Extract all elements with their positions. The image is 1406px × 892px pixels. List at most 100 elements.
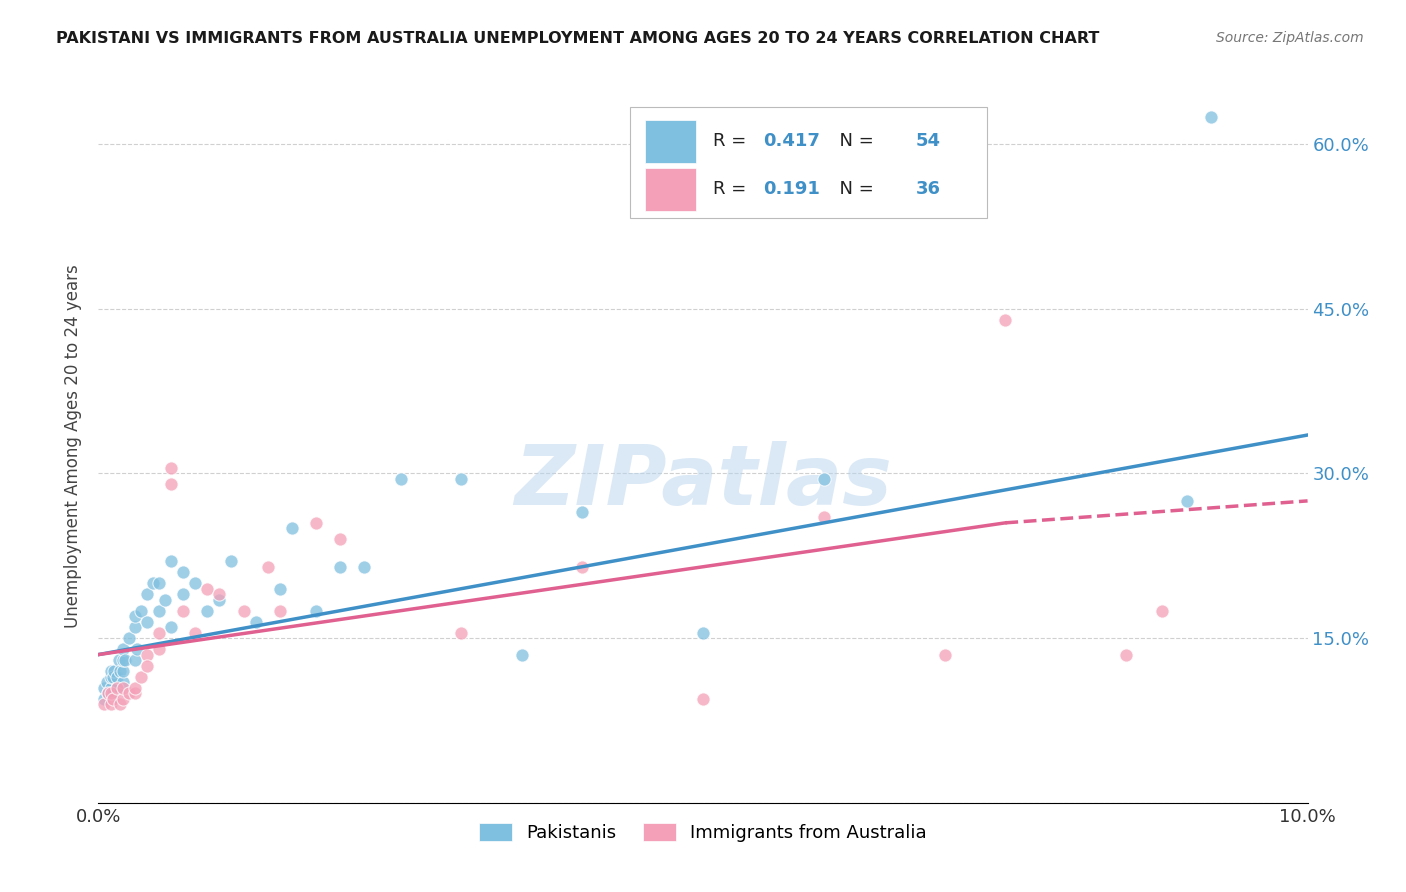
Point <box>129 669 152 683</box>
Text: PAKISTANI VS IMMIGRANTS FROM AUSTRALIA UNEMPLOYMENT AMONG AGES 20 TO 24 YEARS CO: PAKISTANI VS IMMIGRANTS FROM AUSTRALIA U… <box>56 31 1099 46</box>
Point <box>172 604 194 618</box>
Point <box>100 681 122 695</box>
Point <box>101 669 124 683</box>
Point <box>101 686 124 700</box>
Point <box>160 554 183 568</box>
Point <box>100 697 122 711</box>
Point <box>994 312 1017 326</box>
Point <box>103 664 125 678</box>
Point <box>148 625 170 640</box>
Point <box>111 642 134 657</box>
Point <box>105 681 128 695</box>
Point <box>114 653 136 667</box>
Point <box>450 625 472 640</box>
Point <box>232 604 254 618</box>
Point <box>450 472 472 486</box>
Point <box>111 664 134 678</box>
Point <box>135 648 157 662</box>
Point <box>329 533 352 547</box>
Point <box>148 576 170 591</box>
Point <box>353 559 375 574</box>
Text: 0.417: 0.417 <box>763 132 820 150</box>
Text: N =: N = <box>828 180 879 198</box>
Point <box>269 582 291 596</box>
Point <box>148 642 170 657</box>
Point <box>93 691 115 706</box>
Point <box>93 697 115 711</box>
Text: R =: R = <box>713 180 752 198</box>
Legend: Pakistanis, Immigrants from Australia: Pakistanis, Immigrants from Australia <box>474 817 932 847</box>
Bar <box>645 120 696 162</box>
Point <box>96 675 118 690</box>
Point <box>184 576 207 591</box>
Point <box>142 576 165 591</box>
Point <box>172 566 194 580</box>
Point <box>124 609 146 624</box>
Point <box>934 648 956 662</box>
Text: 54: 54 <box>915 132 941 150</box>
Point <box>93 681 115 695</box>
Point <box>160 477 183 491</box>
Text: ZIPatlas: ZIPatlas <box>515 442 891 522</box>
Point <box>692 625 714 640</box>
Point <box>124 686 146 700</box>
Point <box>160 620 183 634</box>
Point <box>195 604 218 618</box>
Point <box>195 582 218 596</box>
Point <box>100 686 122 700</box>
Point <box>208 587 231 601</box>
Point <box>111 681 134 695</box>
Text: R =: R = <box>713 132 752 150</box>
Point <box>172 587 194 601</box>
Point <box>127 642 149 657</box>
Point <box>1115 648 1137 662</box>
Point <box>118 686 141 700</box>
Point <box>111 675 134 690</box>
Point <box>256 559 278 574</box>
FancyBboxPatch shape <box>630 107 987 218</box>
Point <box>148 604 170 618</box>
Point <box>305 604 328 618</box>
Point <box>124 681 146 695</box>
Point <box>281 521 304 535</box>
Point <box>1152 604 1174 618</box>
Point <box>160 461 183 475</box>
Point <box>100 686 122 700</box>
Point <box>100 669 122 683</box>
Point <box>1199 110 1222 124</box>
Point <box>510 648 533 662</box>
Point <box>129 604 152 618</box>
Point <box>135 615 157 629</box>
Point <box>305 516 328 530</box>
Point <box>111 653 134 667</box>
Text: N =: N = <box>828 132 879 150</box>
Point <box>118 631 141 645</box>
Point <box>1175 494 1198 508</box>
Point <box>108 697 131 711</box>
Point <box>245 615 267 629</box>
Point <box>124 620 146 634</box>
Text: 36: 36 <box>915 180 941 198</box>
Point <box>100 664 122 678</box>
Point <box>108 653 131 667</box>
Point <box>124 653 146 667</box>
Point <box>101 691 124 706</box>
Point <box>389 472 412 486</box>
Point <box>269 604 291 618</box>
Point <box>135 587 157 601</box>
Point <box>208 592 231 607</box>
Y-axis label: Unemployment Among Ages 20 to 24 years: Unemployment Among Ages 20 to 24 years <box>65 264 83 628</box>
Point <box>571 559 593 574</box>
Point <box>135 658 157 673</box>
Point <box>221 554 243 568</box>
Point <box>108 664 131 678</box>
Point <box>153 592 176 607</box>
Bar <box>645 168 696 211</box>
Point <box>97 686 120 700</box>
Point <box>571 505 593 519</box>
Text: 0.191: 0.191 <box>763 180 820 198</box>
Point <box>105 669 128 683</box>
Point <box>329 559 352 574</box>
Point <box>105 681 128 695</box>
Point <box>813 472 835 486</box>
